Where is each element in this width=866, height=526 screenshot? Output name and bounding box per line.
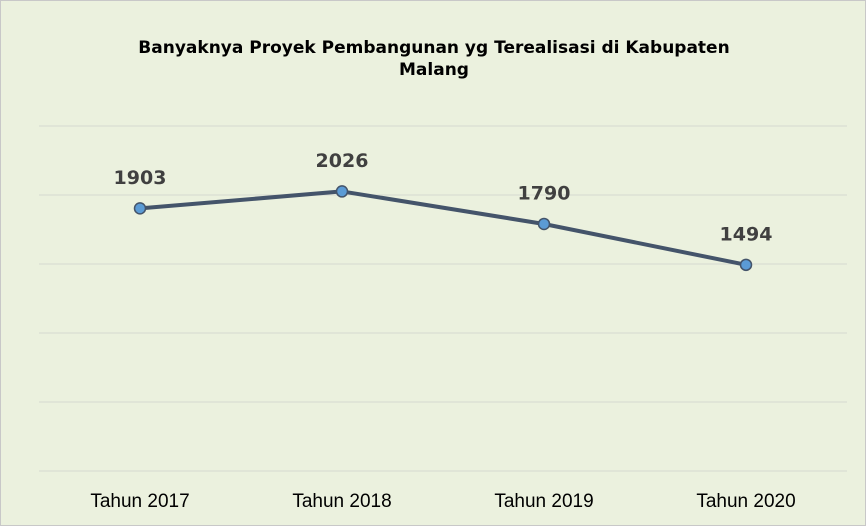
data-point bbox=[133, 202, 147, 215]
data-line bbox=[139, 189, 747, 267]
x-tick-label: Tahun 2018 bbox=[292, 491, 391, 512]
x-tick-label: Tahun 2019 bbox=[494, 491, 593, 512]
data-label: 1494 bbox=[720, 223, 773, 245]
data-label: 1790 bbox=[518, 182, 571, 204]
chart-title: Banyaknya Proyek Pembangunan yg Terealis… bbox=[138, 38, 730, 80]
x-tick-label: Tahun 2020 bbox=[696, 491, 795, 512]
data-label: 1903 bbox=[114, 167, 167, 189]
data-point bbox=[335, 185, 349, 198]
data-point bbox=[537, 217, 551, 231]
x-tick-label: Tahun 2017 bbox=[90, 491, 189, 512]
data-label: 2026 bbox=[316, 150, 369, 172]
data-point bbox=[739, 258, 753, 272]
